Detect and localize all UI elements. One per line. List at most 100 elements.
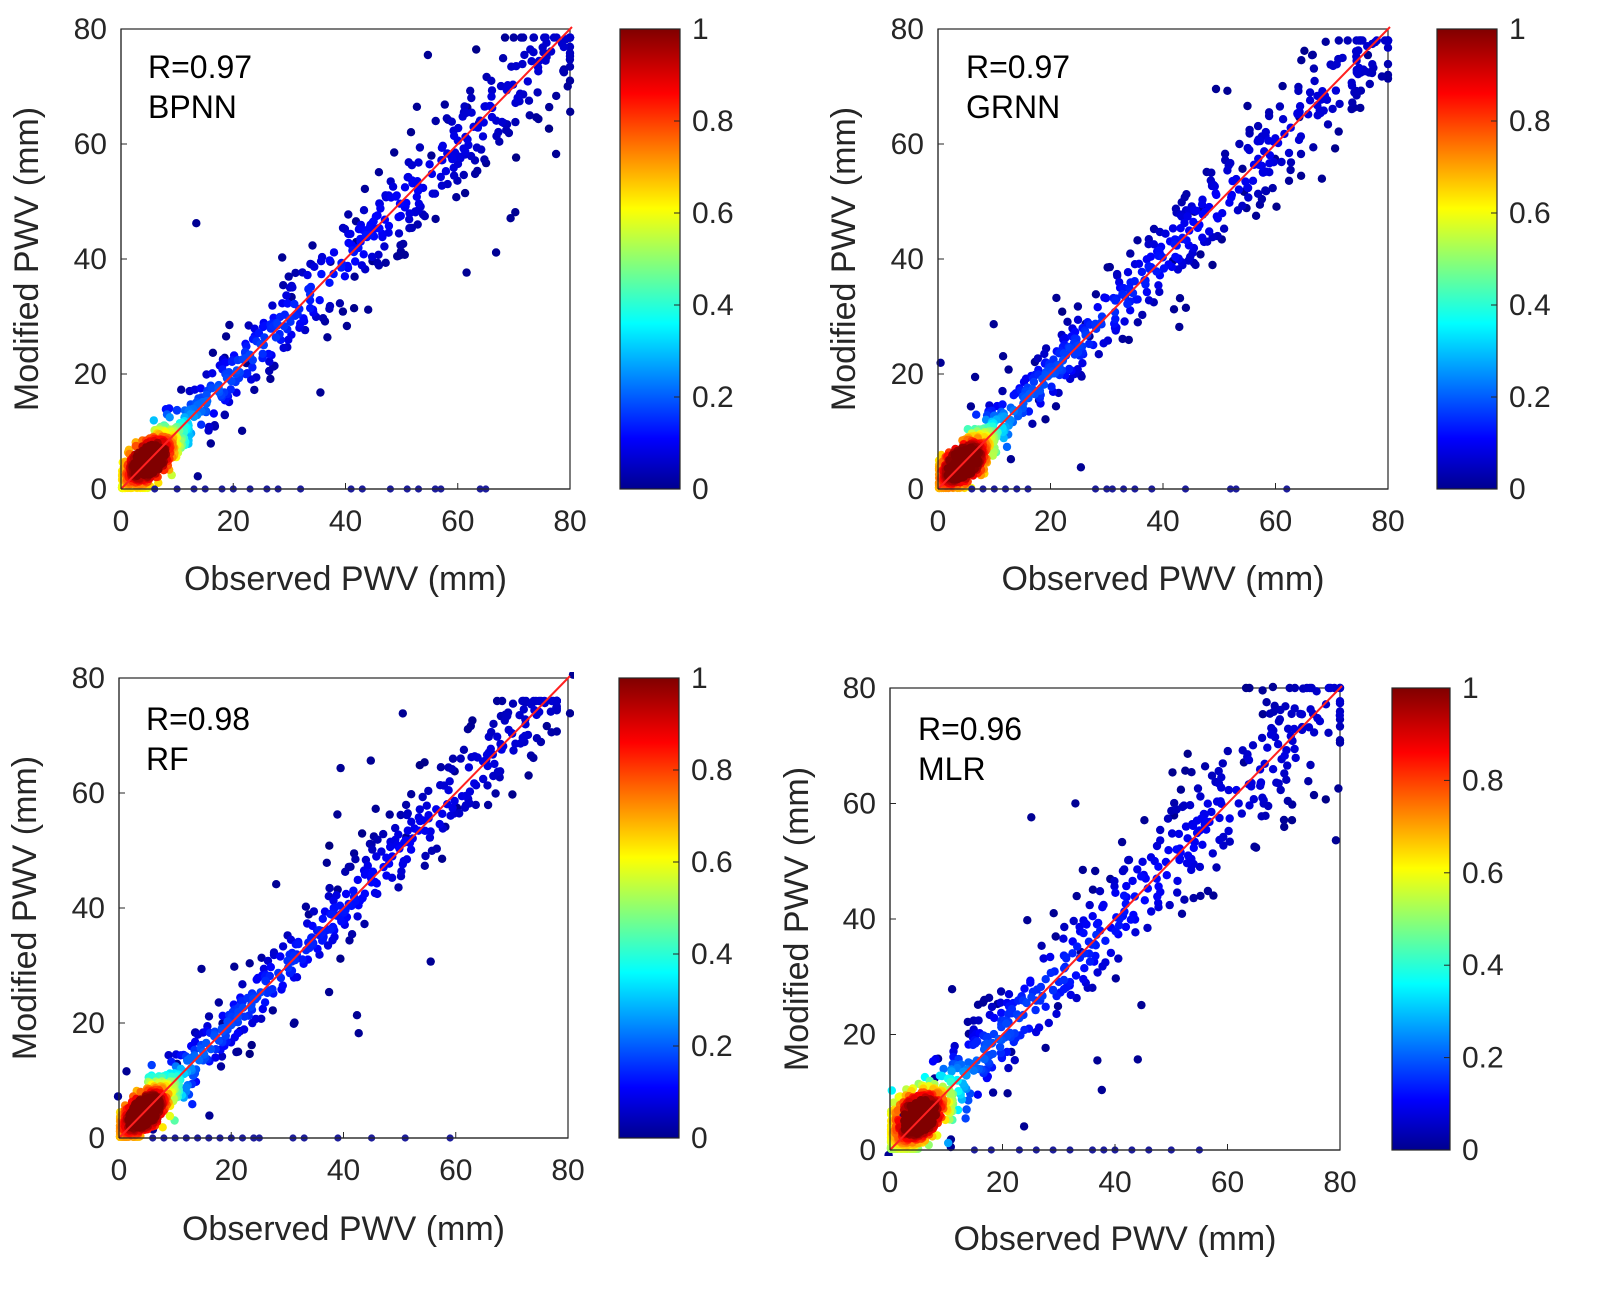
y-tick-label: 40 [891, 243, 924, 276]
scatter-point [470, 779, 479, 788]
scatter-point [494, 127, 503, 137]
scatter-point [914, 1128, 923, 1137]
colorbar-tick-label: 0.4 [1509, 289, 1551, 322]
scatter-point [1268, 765, 1278, 774]
scatter-point [1079, 974, 1088, 984]
scatter-point [489, 719, 498, 729]
scatter-point [1253, 189, 1263, 198]
scatter-point [998, 386, 1007, 396]
scatter-point [1310, 76, 1319, 86]
scatter-point [1156, 836, 1165, 845]
scatter-point [1290, 704, 1299, 713]
scatter-point [394, 229, 404, 238]
scatter-point [1228, 176, 1237, 186]
scatter-point [1205, 227, 1214, 236]
scatter-point [431, 116, 440, 126]
scatter-point [221, 332, 231, 341]
scatter-point [1264, 111, 1274, 121]
x-tick-label: 60 [1259, 505, 1292, 538]
scatter-point [279, 343, 288, 353]
scatter-point [374, 168, 384, 177]
colorbar-tick-label: 0.4 [692, 289, 734, 322]
scatter-point [426, 957, 435, 966]
scatter-point [214, 998, 223, 1007]
scatter-point [1308, 50, 1318, 59]
scatter-point [1309, 143, 1318, 152]
scatter-point [415, 816, 425, 826]
scatter-point [449, 163, 458, 172]
colorbar-tick-label: 0 [1509, 473, 1526, 506]
scatter-point [122, 1067, 131, 1076]
y-tick-label: 20 [843, 1019, 876, 1052]
scatter-point [483, 800, 493, 810]
scatter-point [437, 854, 447, 863]
scatter-point [1321, 37, 1330, 46]
x-tick-label: 40 [1098, 1166, 1131, 1199]
scatter-point [1334, 784, 1343, 793]
scatter-point [1088, 912, 1097, 921]
scatter-point [1207, 807, 1216, 817]
scatter-point [209, 409, 218, 418]
scatter-point [435, 819, 444, 829]
scatter-point [418, 792, 427, 802]
scatter-point [565, 709, 574, 718]
scatter-point [974, 1016, 983, 1025]
colorbar-tick-label: 1 [1509, 13, 1526, 46]
scatter-point [197, 420, 206, 429]
scatter-point [1266, 730, 1276, 739]
scatter-point [893, 1106, 902, 1115]
scatter-point [238, 980, 247, 989]
scatter-point [285, 314, 294, 323]
scatter-point [1154, 862, 1163, 871]
scatter-point [1196, 250, 1205, 259]
scatter-point [349, 247, 359, 257]
scatter-point [258, 1004, 267, 1014]
scatter-point [363, 861, 372, 870]
colorbar-tick-label: 0.8 [1509, 105, 1551, 138]
scatter-point [1158, 253, 1167, 262]
scatter-point [1082, 920, 1091, 929]
scatter-point [256, 340, 265, 349]
scatter-point [125, 1115, 135, 1124]
scatter-point [1161, 229, 1170, 238]
scatter-point [1078, 865, 1088, 875]
scatter-point [997, 1008, 1006, 1018]
scatter-point [1258, 168, 1268, 177]
scatter-point [1217, 799, 1226, 808]
scatter-point [1282, 775, 1291, 784]
scatter-point [1118, 334, 1127, 344]
scatter-point [471, 800, 480, 810]
colorbar-tick-label: 0.2 [691, 1030, 733, 1063]
scatter-point [436, 763, 446, 772]
scatter-point [511, 61, 521, 71]
scatter-point [1143, 923, 1152, 933]
scatter-point [1163, 814, 1173, 823]
scatter-point [1073, 348, 1083, 357]
scatter-point [1284, 176, 1294, 185]
scatter-point [1133, 236, 1142, 245]
scatter-point [414, 158, 423, 167]
y-tick-label: 80 [891, 13, 924, 46]
scatter-point [1223, 166, 1232, 175]
scatter-point [1227, 193, 1236, 202]
colorbar-tick-label: 1 [692, 13, 709, 46]
colorbar-tick-label: 0.8 [691, 754, 733, 787]
scatter-point [437, 143, 447, 152]
colorbar-tick-label: 0 [692, 473, 709, 506]
scatter-point [1041, 975, 1050, 984]
scatter-point [407, 790, 416, 799]
scatter-point [1175, 855, 1184, 865]
scatter-point [1165, 900, 1174, 910]
scatter-point [1036, 982, 1046, 992]
scatter-point [457, 792, 467, 801]
x-tick-label: 80 [1371, 505, 1404, 538]
scatter-point [360, 184, 370, 194]
scatter-point [1343, 36, 1352, 45]
scatter-point [275, 312, 285, 322]
y-tick-label: 20 [891, 358, 924, 391]
scatter-point [1177, 909, 1187, 918]
scatter-point [1198, 233, 1207, 242]
scatter-point [939, 1064, 948, 1074]
scatter-point [1183, 749, 1192, 758]
scatter-point [138, 1118, 148, 1127]
